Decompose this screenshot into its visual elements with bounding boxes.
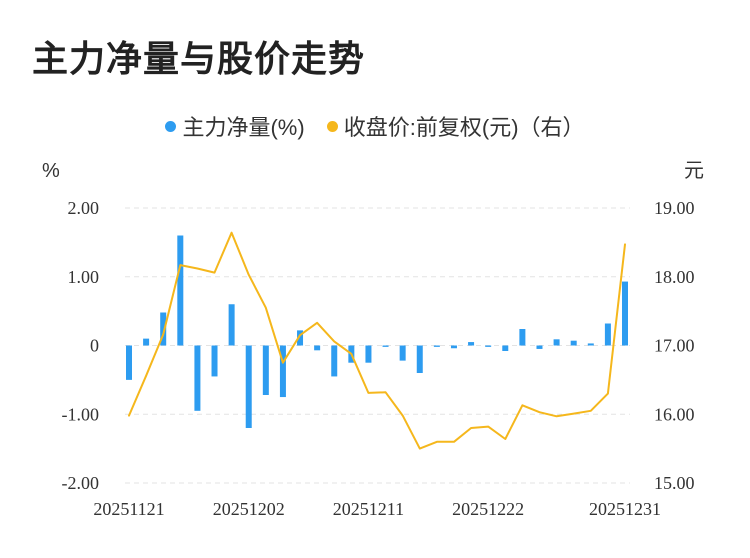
net-flow-bar	[502, 345, 509, 351]
net-flow-bar	[536, 345, 543, 349]
net-flow-bar	[279, 345, 286, 398]
net-flow-bar	[262, 345, 269, 395]
net-flow-bar	[604, 323, 611, 346]
net-flow-bar	[399, 345, 406, 361]
net-flow-bar	[485, 345, 492, 347]
net-flow-bar	[570, 340, 577, 346]
net-flow-bar	[433, 345, 440, 347]
x-axis-tick-label: 20251211	[333, 499, 404, 519]
net-flow-bar	[382, 345, 389, 347]
left-axis-tick-label: 1.00	[68, 267, 100, 287]
right-axis-tick-label: 16.00	[654, 404, 695, 424]
net-flow-bar	[416, 345, 423, 373]
net-flow-bar	[468, 342, 475, 346]
left-axis-tick-label: 2.00	[68, 198, 100, 218]
right-axis-tick-label: 19.00	[654, 198, 695, 218]
net-flow-bar	[297, 330, 304, 346]
net-flow-bar	[143, 338, 150, 346]
bar-series	[126, 235, 628, 428]
legend-item-close-price[interactable]: 收盘价:前复权(元)（右）	[326, 110, 585, 142]
net-flow-bar	[519, 329, 526, 346]
right-axis-tick-label: 17.00	[654, 336, 695, 356]
net-flow-bar	[622, 281, 628, 346]
net-flow-bar	[211, 345, 218, 377]
legend-dot-net-flow	[165, 120, 177, 132]
right-axis-tick-label: 18.00	[654, 267, 695, 287]
left-axis-tick-label: -2.00	[62, 473, 100, 493]
x-axis-tick-label: 20251121	[93, 499, 164, 519]
left-axis-tick-label: 0	[90, 336, 99, 356]
net-flow-bar	[126, 345, 132, 380]
close-price-line	[128, 231, 626, 450]
net-flow-bar	[245, 345, 252, 428]
net-flow-bar	[331, 345, 338, 377]
net-flow-bar	[194, 345, 201, 411]
net-flow-bar	[228, 304, 235, 346]
legend-label-close-price: 收盘价:前复权(元)（右）	[343, 115, 585, 140]
right-axis-tick-label: 15.00	[654, 473, 695, 493]
net-flow-bar	[177, 235, 184, 346]
legend-item-net-flow[interactable]: 主力净量(%)	[165, 110, 305, 142]
x-axis-tick-label: 20251202	[213, 499, 285, 519]
left-axis-tick-label: -1.00	[62, 404, 100, 424]
x-axis-tick-label: 20251231	[589, 499, 661, 519]
price-line-series	[128, 231, 626, 450]
legend-label-net-flow: 主力净量(%)	[182, 115, 305, 140]
right-axis-unit: 元	[684, 160, 704, 182]
chart-title: 主力净量与股价走势	[32, 38, 366, 79]
grid-lines	[125, 207, 630, 484]
left-axis-unit: %	[42, 160, 60, 182]
net-flow-bar	[314, 345, 321, 351]
axes: 2.00 1.00 0 -1.00 -2.00 19.00 18.00 17.00 16.00 1…	[42, 160, 704, 519]
legend: 主力净量(%) 收盘价:前复权(元)（右）	[0, 110, 750, 142]
net-flow-bar	[160, 312, 167, 346]
legend-dot-close-price	[326, 120, 338, 132]
x-axis-tick-label: 20251222	[452, 499, 524, 519]
net-flow-bar	[365, 345, 372, 363]
net-flow-bar	[587, 343, 594, 346]
net-flow-bar	[553, 339, 560, 346]
net-flow-bar	[450, 345, 457, 349]
